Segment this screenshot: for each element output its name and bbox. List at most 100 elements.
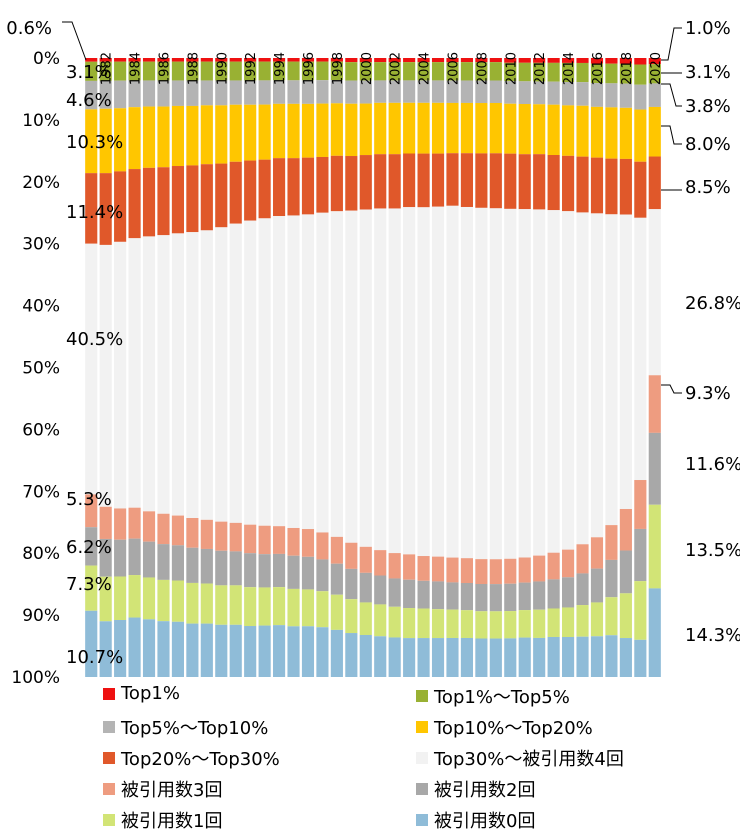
bar-segment (562, 82, 575, 106)
bar-segment (533, 81, 546, 105)
bar-segment (301, 529, 315, 557)
bar-segment (273, 587, 286, 626)
right-value-label: 13.5% (685, 540, 740, 561)
bar-segment (244, 524, 257, 554)
bar-segment (273, 80, 286, 104)
bar-segment (171, 58, 184, 62)
legend-item: Top30%～被引用数4回 (416, 745, 624, 771)
bar-segment (171, 621, 184, 677)
legend-swatch (103, 814, 115, 826)
bar-segment (114, 576, 127, 620)
left-value-label: 10.7% (66, 647, 123, 668)
bar-segment (403, 62, 416, 81)
bar-segment (345, 103, 358, 157)
bar-segment (634, 480, 647, 529)
bar-segment (128, 169, 141, 239)
bar-segment (200, 80, 213, 106)
bar-segment (374, 550, 387, 576)
y-tick-label: 90% (22, 606, 60, 626)
legend-label: Top30%～被引用数4回 (434, 749, 624, 770)
bar-segment (142, 61, 156, 81)
bar-segment (258, 525, 271, 555)
bar-segment (547, 81, 560, 105)
bar-segment (244, 553, 257, 588)
bar-segment (446, 609, 459, 638)
bar-segment (359, 602, 372, 635)
bar-segment (460, 558, 473, 583)
bar-segment (489, 584, 502, 612)
bar-segment (403, 638, 416, 677)
bar-segment (562, 155, 575, 212)
bar-segment (590, 537, 604, 569)
bar-segment (287, 61, 300, 81)
bar-segment (215, 550, 228, 586)
bar-segment (489, 153, 502, 209)
bar-segment (518, 81, 531, 104)
bar-segment (489, 102, 502, 154)
bar-segment (576, 573, 589, 606)
bar-segment (489, 80, 502, 103)
bar-segment (562, 549, 575, 578)
bar-segment (330, 211, 343, 537)
x-tick-label: 2002 (389, 52, 404, 85)
x-tick-label: 2006 (447, 52, 462, 85)
bar-segment (460, 62, 473, 81)
bar-segment (316, 212, 329, 533)
bar-segment (619, 58, 632, 64)
bar-segment (330, 594, 343, 630)
bar-segment (446, 58, 459, 63)
bar-segment (316, 559, 329, 592)
bar-segment (301, 214, 315, 530)
bar-segment (85, 58, 98, 62)
bar-segment (576, 212, 589, 545)
bar-segment (244, 626, 257, 677)
bar-segment (417, 556, 430, 581)
left-leader-line (62, 21, 87, 61)
bar-segment (99, 538, 112, 577)
bar-segment (215, 585, 228, 625)
legend-label: Top5%～Top10% (121, 718, 269, 739)
bar-segment (619, 158, 632, 215)
bar-segment (345, 80, 358, 104)
legend-item: Top20%～Top30% (103, 745, 280, 771)
bar-segment (648, 209, 661, 376)
legend-swatch (416, 814, 428, 826)
bar-segment (359, 634, 372, 677)
bar-segment (504, 103, 517, 154)
bar-segment (518, 62, 531, 82)
bar-segment (287, 103, 300, 159)
bar-segment (316, 532, 329, 560)
bar-segment (634, 109, 647, 162)
left-value-labels: 0.6% 3.1% 4.6% 10.3% 11.4% 40.5% 5.3% 6.2% 7.3% 1… (6, 18, 123, 668)
bar-segment (648, 375, 661, 433)
bar-segment (446, 205, 459, 558)
legend-swatch (416, 690, 428, 702)
right-leader-line (661, 83, 682, 107)
bar-segment (345, 633, 358, 677)
legend-label: Top1% (121, 683, 180, 704)
bar-segment (619, 638, 632, 677)
bar-segment (648, 58, 661, 65)
legend-label: Top1%～Top5% (434, 687, 570, 708)
bar-segment (114, 171, 127, 242)
bar-segment (114, 58, 127, 62)
bar-segment (99, 58, 112, 62)
bar-segment (475, 559, 488, 584)
bar-segment (489, 62, 502, 81)
x-tick-label: 1988 (186, 52, 201, 85)
bar-segment (475, 611, 488, 639)
legend-label: 被引用数0回 (434, 811, 536, 832)
bar-segment (186, 105, 199, 166)
bar-segment (460, 583, 473, 611)
bar-segment (330, 61, 343, 81)
x-tick-label: 2008 (475, 52, 490, 85)
bar-segment (562, 58, 575, 63)
bar-segment (547, 552, 560, 580)
bar-segment (114, 108, 127, 172)
left-value-label: 40.5% (66, 329, 123, 350)
bar-segment (634, 58, 647, 65)
bar-segment (446, 102, 459, 154)
bar-segment (345, 58, 358, 63)
bar-segment (648, 588, 661, 677)
bar-segment (186, 582, 199, 624)
